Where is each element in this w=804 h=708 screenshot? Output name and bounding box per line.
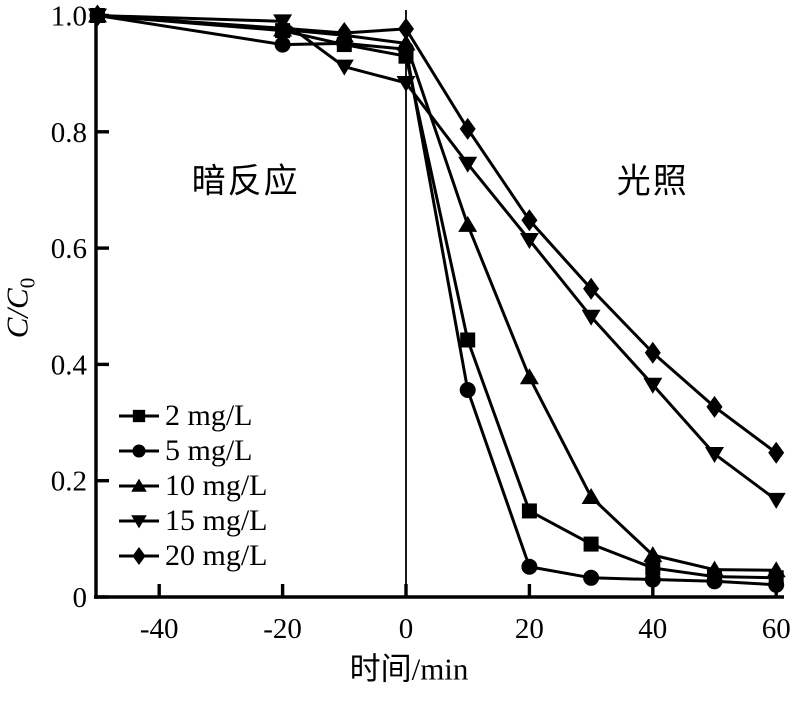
legend-item-15-mg-L: 15 mg/L: [116, 503, 268, 538]
legend: 2 mg/L 5 mg/L 10 mg/L 15 mg/L 20 mg/L: [116, 398, 268, 573]
y-axis-label: C/C0: [0, 278, 41, 339]
square-marker: [583, 536, 599, 552]
square-marker: [521, 503, 537, 519]
legend-item-2-mg-L: 2 mg/L: [116, 398, 268, 433]
circle-marker: [459, 381, 476, 398]
x-tick-label: 60: [762, 613, 791, 645]
legend-label: 15 mg/L: [165, 503, 268, 537]
square-marker: [275, 23, 291, 39]
triangle-down-marker: [581, 309, 601, 326]
x-tick-label: -20: [263, 613, 302, 645]
annotation-dark-reaction: 暗反应: [191, 163, 300, 201]
y-tick-label: 0.8: [51, 117, 87, 149]
diamond-marker: [398, 17, 414, 40]
legend-marker-icon: [119, 409, 159, 422]
legend-marker-icon: [119, 546, 159, 565]
triangle-down-marker: [334, 59, 354, 76]
y-tick-label: 1.0: [51, 1, 87, 33]
series-line-20-mg-L: [97, 14, 778, 454]
diamond-marker: [132, 546, 146, 565]
square-marker: [132, 409, 146, 422]
y-axis-label-subscript: 0: [15, 277, 40, 289]
circle-marker: [274, 36, 291, 53]
x-tick-label: 0: [399, 613, 414, 645]
legend-item-10-mg-L: 10 mg/L: [116, 468, 268, 503]
legend-label: 10 mg/L: [165, 468, 268, 502]
square-marker: [768, 570, 784, 586]
diamond-marker: [583, 277, 600, 300]
square-marker: [90, 8, 105, 23]
triangle-down-marker: [131, 514, 147, 528]
triangle-down-marker: [705, 446, 724, 463]
legend-label: 20 mg/L: [165, 538, 268, 572]
circle-marker: [644, 571, 661, 588]
square-marker: [460, 332, 476, 348]
legend-label: 5 mg/L: [165, 433, 253, 467]
diamond-marker: [706, 395, 723, 418]
x-axis-label: 时间/min: [349, 651, 469, 687]
triangle-up-marker: [643, 546, 663, 563]
y-tick-label: 0: [73, 582, 88, 614]
legend-item-5-mg-L: 5 mg/L: [116, 433, 268, 468]
series-line-10-mg-L: [97, 14, 777, 572]
triangle-down-marker: [519, 232, 539, 249]
annotation-illumination: 光照: [616, 163, 689, 201]
triangle-down-marker: [766, 492, 786, 509]
square-marker: [707, 569, 722, 585]
diamond-marker: [521, 209, 538, 232]
triangle-up-marker: [581, 487, 601, 504]
diamond-marker: [644, 341, 661, 364]
square-marker: [336, 37, 352, 53]
triangle-down-marker: [458, 156, 478, 173]
x-tick-label: -40: [140, 613, 179, 645]
x-tick-label: 20: [515, 613, 544, 645]
legend-item-20-mg-L: 20 mg/L: [116, 538, 268, 573]
legend-marker-icon: [119, 443, 159, 458]
square-marker: [645, 560, 661, 576]
legend-label: 2 mg/L: [165, 398, 253, 432]
legend-marker-icon: [119, 514, 159, 528]
y-tick-label: 0.6: [51, 233, 87, 265]
circle-marker: [521, 558, 538, 575]
series-line-15-mg-L: [97, 14, 778, 502]
series-line-2-mg-L: [97, 14, 777, 580]
triangle-down-marker: [396, 75, 416, 92]
x-tick-label: 40: [638, 613, 667, 645]
legend-marker-icon: [119, 478, 159, 492]
circle-marker: [132, 443, 146, 458]
y-tick-label: 0.2: [51, 466, 87, 498]
square-marker: [398, 48, 414, 64]
diamond-marker: [459, 117, 476, 140]
y-tick-label: 0.4: [51, 349, 88, 381]
triangle-up-marker: [519, 368, 539, 385]
y-axis-label-main: C/C: [0, 288, 35, 339]
circle-marker: [583, 569, 600, 586]
triangle-up-marker: [458, 215, 478, 232]
triangle-up-marker: [131, 478, 147, 492]
diamond-marker: [768, 441, 785, 464]
triangle-down-marker: [643, 377, 663, 394]
